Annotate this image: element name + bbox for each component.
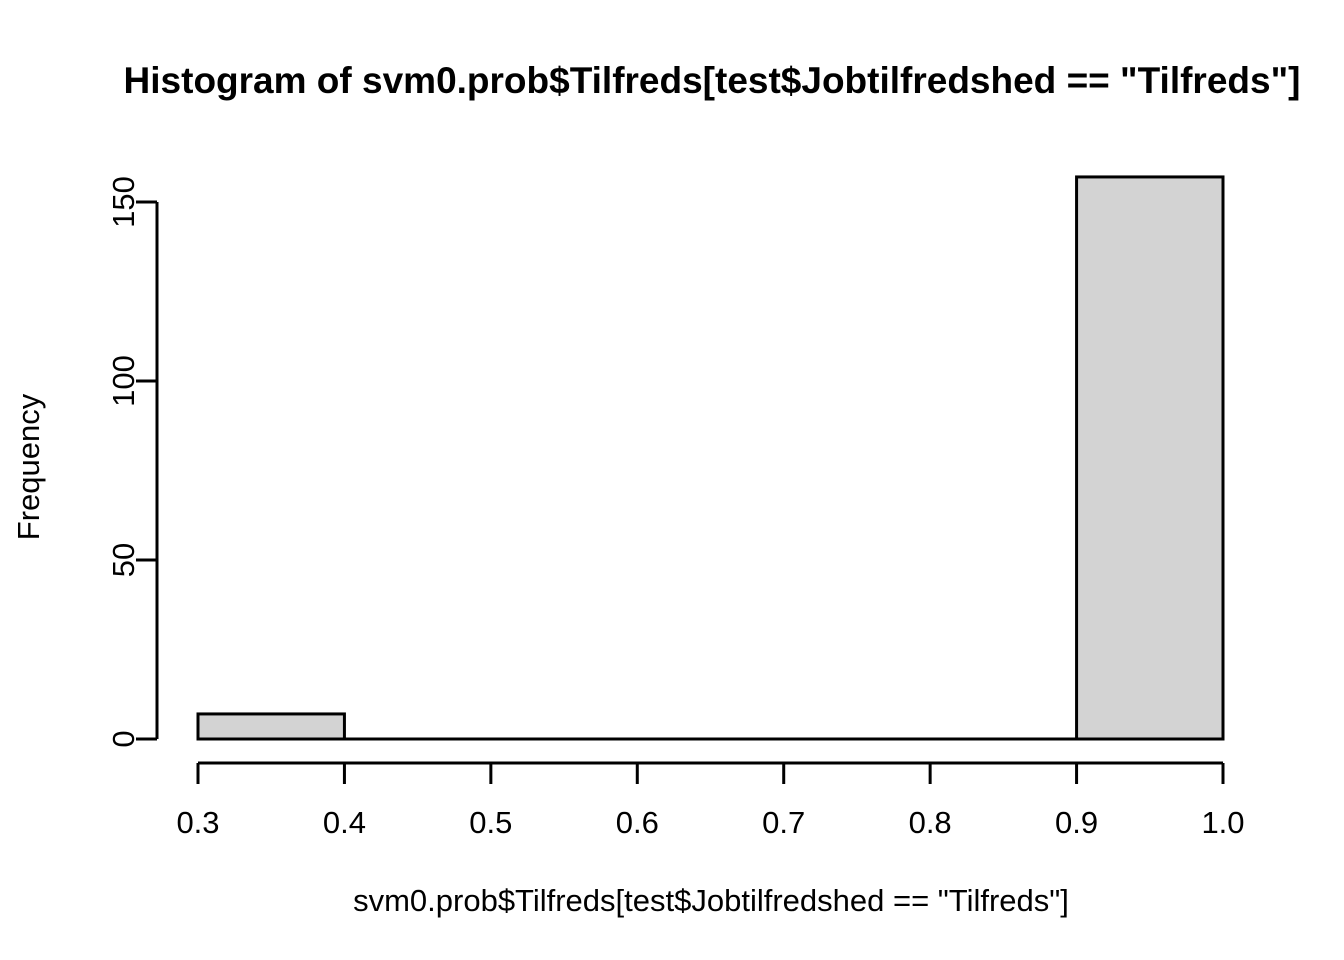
y-tick-label: 150 — [106, 176, 141, 228]
y-tick-label: 0 — [106, 730, 141, 747]
histogram-bar — [196, 712, 346, 741]
x-tick-label: 0.4 — [323, 805, 366, 840]
y-tick-label: 50 — [106, 543, 141, 577]
x-tick-label: 0.8 — [909, 805, 952, 840]
x-tick-label: 1.0 — [1201, 805, 1244, 840]
y-tick-label: 100 — [106, 355, 141, 407]
x-tick-label: 0.6 — [616, 805, 659, 840]
x-axis-label: svm0.prob$Tilfreds[test$Jobtilfredshed =… — [353, 883, 1069, 918]
histogram-bar — [1075, 175, 1225, 741]
chart-title: Histogram of svm0.prob$Tilfreds[test$Job… — [123, 60, 1301, 101]
x-tick-label: 0.9 — [1055, 805, 1098, 840]
y-axis-label: Frequency — [11, 393, 46, 541]
x-tick-label: 0.5 — [469, 805, 512, 840]
x-tick-label: 0.7 — [762, 805, 805, 840]
x-tick-label: 0.3 — [176, 805, 219, 840]
